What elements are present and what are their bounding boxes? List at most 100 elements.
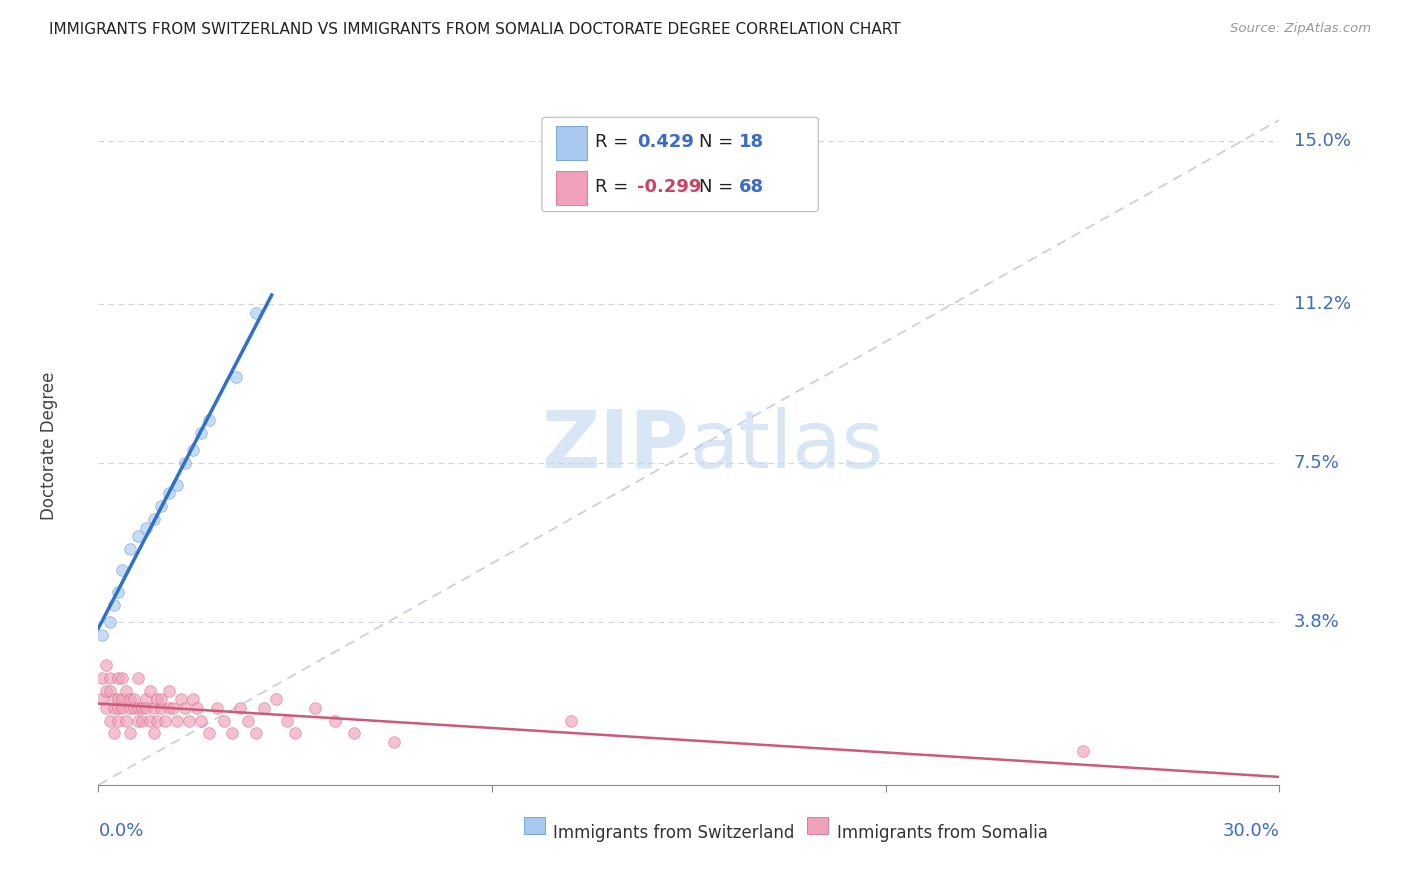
- Point: [138, 683, 160, 698]
- Point: [146, 692, 169, 706]
- Point: [111, 700, 134, 714]
- Point: [150, 692, 173, 706]
- Point: [174, 456, 197, 470]
- Point: [127, 714, 149, 728]
- Text: N =: N =: [699, 133, 740, 152]
- Point: [229, 700, 252, 714]
- Point: [253, 700, 276, 714]
- Point: [190, 426, 212, 441]
- Text: 15.0%: 15.0%: [1294, 132, 1351, 151]
- Point: [118, 541, 141, 556]
- Bar: [807, 817, 828, 834]
- Point: [214, 714, 236, 728]
- Point: [166, 714, 188, 728]
- Point: [155, 714, 177, 728]
- Point: [122, 700, 145, 714]
- Text: Immigrants from Somalia: Immigrants from Somalia: [837, 824, 1047, 842]
- Point: [382, 735, 405, 749]
- Point: [103, 726, 125, 740]
- Point: [142, 512, 165, 526]
- Text: Source: ZipAtlas.com: Source: ZipAtlas.com: [1230, 22, 1371, 36]
- Point: [118, 700, 141, 714]
- Point: [118, 692, 141, 706]
- Point: [142, 700, 165, 714]
- Point: [264, 692, 287, 706]
- Point: [560, 714, 582, 728]
- Text: IMMIGRANTS FROM SWITZERLAND VS IMMIGRANTS FROM SOMALIA DOCTORATE DEGREE CORRELAT: IMMIGRANTS FROM SWITZERLAND VS IMMIGRANT…: [49, 22, 901, 37]
- Point: [157, 700, 180, 714]
- Point: [197, 726, 219, 740]
- Point: [166, 477, 188, 491]
- Point: [127, 671, 149, 685]
- Point: [98, 683, 121, 698]
- Point: [236, 714, 259, 728]
- Point: [157, 486, 180, 500]
- Point: [1071, 744, 1094, 758]
- Point: [118, 726, 141, 740]
- Point: [115, 714, 138, 728]
- Point: [127, 700, 149, 714]
- Point: [91, 628, 114, 642]
- Point: [127, 529, 149, 543]
- Point: [91, 671, 114, 685]
- Point: [177, 714, 200, 728]
- Text: ZIP: ZIP: [541, 407, 689, 485]
- Point: [190, 714, 212, 728]
- Point: [221, 726, 243, 740]
- Point: [170, 692, 193, 706]
- Point: [323, 714, 346, 728]
- Point: [107, 692, 129, 706]
- Point: [131, 700, 153, 714]
- Point: [103, 700, 125, 714]
- Point: [135, 520, 157, 534]
- Point: [142, 726, 165, 740]
- Point: [276, 714, 298, 728]
- Point: [146, 714, 169, 728]
- Point: [162, 700, 184, 714]
- Point: [107, 671, 129, 685]
- Point: [111, 563, 134, 577]
- Point: [96, 683, 118, 698]
- Bar: [523, 817, 546, 834]
- Point: [131, 714, 153, 728]
- Point: [98, 714, 121, 728]
- Point: [98, 671, 121, 685]
- Point: [245, 306, 267, 320]
- Point: [122, 692, 145, 706]
- Text: R =: R =: [595, 178, 634, 196]
- Point: [115, 683, 138, 698]
- Point: [205, 700, 228, 714]
- Text: 18: 18: [738, 133, 763, 152]
- Point: [91, 692, 114, 706]
- Text: 30.0%: 30.0%: [1223, 822, 1279, 840]
- Point: [135, 692, 157, 706]
- Point: [157, 683, 180, 698]
- Point: [103, 598, 125, 612]
- Text: N =: N =: [699, 178, 740, 196]
- Point: [181, 692, 204, 706]
- Point: [103, 692, 125, 706]
- Text: R =: R =: [595, 133, 634, 152]
- Point: [150, 499, 173, 513]
- Text: 0.0%: 0.0%: [98, 822, 143, 840]
- Point: [284, 726, 307, 740]
- Point: [225, 370, 247, 384]
- Point: [107, 714, 129, 728]
- Point: [343, 726, 366, 740]
- Text: Immigrants from Switzerland: Immigrants from Switzerland: [553, 824, 794, 842]
- Text: 0.429: 0.429: [637, 133, 695, 152]
- Point: [111, 692, 134, 706]
- Point: [111, 671, 134, 685]
- Point: [135, 700, 157, 714]
- Point: [304, 700, 326, 714]
- Text: 68: 68: [738, 178, 763, 196]
- Point: [197, 413, 219, 427]
- Text: 3.8%: 3.8%: [1294, 613, 1340, 631]
- Point: [181, 443, 204, 458]
- Text: Doctorate Degree: Doctorate Degree: [39, 372, 58, 520]
- Point: [186, 700, 208, 714]
- Point: [107, 585, 129, 599]
- Point: [98, 615, 121, 629]
- Point: [150, 700, 173, 714]
- Point: [107, 700, 129, 714]
